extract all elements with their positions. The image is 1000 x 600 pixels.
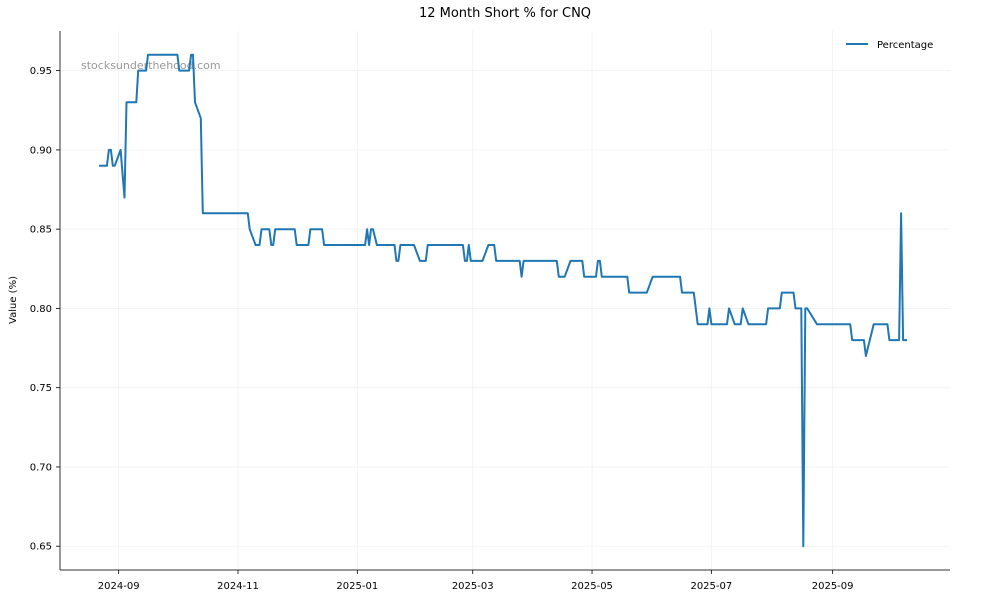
y-tick-label: 0.90 xyxy=(30,145,52,156)
grid-lines xyxy=(60,31,950,570)
y-tick-label: 0.70 xyxy=(30,462,52,473)
y-tick-label: 0.95 xyxy=(30,66,52,77)
x-tick-label: 2025-07 xyxy=(690,581,732,592)
x-tick-label: 2025-09 xyxy=(812,581,854,592)
y-tick-label: 0.75 xyxy=(30,383,52,394)
legend: Percentage xyxy=(846,40,933,51)
tick-labels: 2024-09 2024-11 2025-01 2025-03 2025-05 2025-… xyxy=(30,66,854,592)
x-tick-label: 2024-09 xyxy=(98,581,140,592)
y-tick-label: 0.85 xyxy=(30,225,52,236)
y-tick-label: 0.80 xyxy=(30,304,52,315)
x-tick-label: 2025-03 xyxy=(452,581,494,592)
legend-label: Percentage xyxy=(877,40,933,51)
x-tick-label: 2024-11 xyxy=(217,581,259,592)
x-tick-label: 2025-05 xyxy=(571,581,613,592)
x-tick-label: 2025-01 xyxy=(336,581,378,592)
series-layer xyxy=(99,53,907,548)
axes xyxy=(59,31,950,571)
y-tick-label: 0.65 xyxy=(30,542,52,553)
series-line-percentage xyxy=(99,53,907,548)
chart-title: 12 Month Short % for CNQ xyxy=(419,6,591,21)
y-axis-label: Value (%) xyxy=(8,276,19,324)
watermark-text: stocksunderthehood.com xyxy=(81,59,221,72)
